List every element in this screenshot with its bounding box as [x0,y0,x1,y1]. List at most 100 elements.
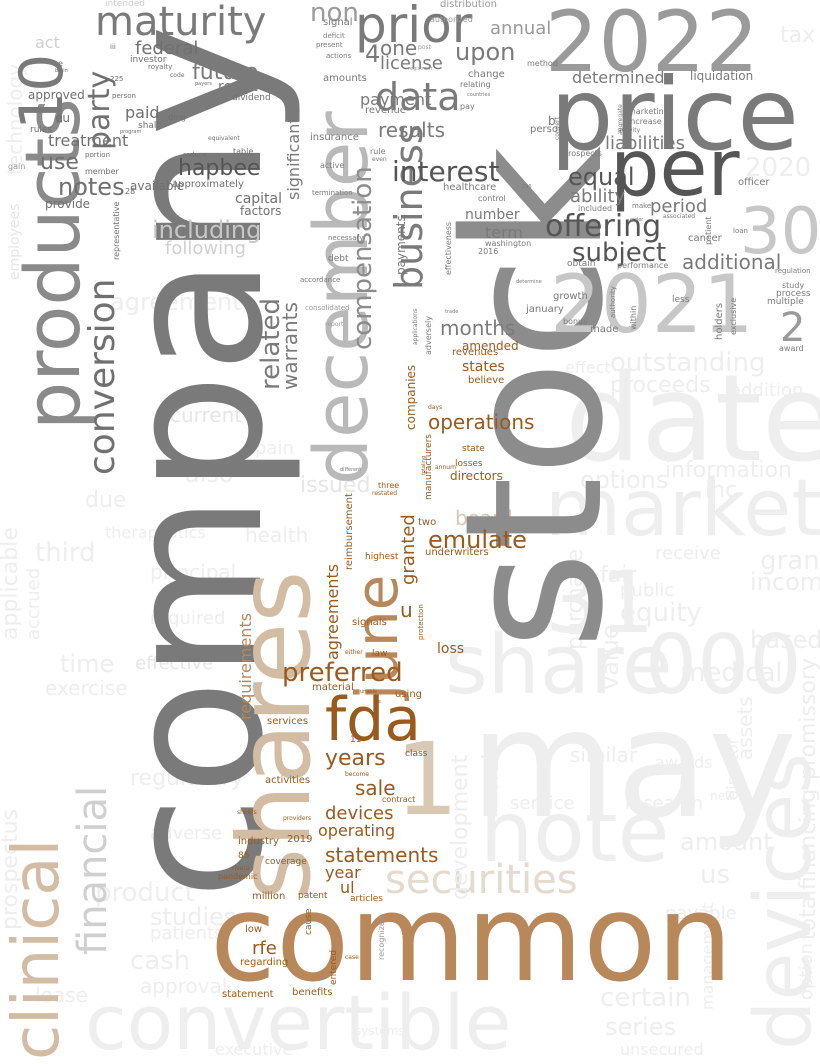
cloud-word: capital [235,191,283,207]
cloud-word: market [545,464,820,554]
cloud-word: price [550,56,799,173]
cloud-word: case [345,954,359,961]
cloud-word: preferred [282,658,403,688]
cloud-word: note [480,783,670,881]
cloud-word: common [210,870,733,1009]
cloud-word: investor [130,55,167,65]
cloud-word: authority [609,286,617,318]
cloud-word: payment [360,90,432,109]
cloud-word: emulate [428,526,527,554]
cloud-word: subject [572,238,667,268]
cloud-word: outstanding [610,348,766,378]
cloud-word: adverse [150,823,223,844]
cloud-word: treatment [48,131,129,150]
cloud-word: effectiveness [444,221,453,275]
cloud-word: associated [663,213,696,220]
cloud-word: equity [620,598,702,628]
cloud-word: data [375,75,461,119]
cloud-word: growth [553,291,588,302]
cloud-word: including [152,216,262,244]
cloud-word: contract [382,795,416,804]
cloud-word: study [782,281,805,290]
cloud-word: exercise [45,676,128,700]
cloud-word: systems [355,1024,405,1038]
cloud-word: regarding [240,957,289,968]
cloud-word: cancer [688,233,722,244]
cloud-word: industry [238,836,279,847]
cloud-word: board [455,506,513,530]
cloud-word: royalty [148,63,173,71]
cloud-word: report [325,321,344,328]
cloud-word: marketing [628,107,669,116]
cloud-word: become [345,771,370,778]
cloud-word: promissory [796,658,820,780]
cloud-word: medical [680,658,783,688]
cloud-word: restated [372,490,398,497]
cloud-word: aggregate [617,104,624,135]
cloud-word: research [625,793,703,814]
cloud-word: material [312,682,354,693]
cloud-word: make [632,202,652,210]
cloud-word: therapeutics [105,523,206,542]
cloud-word: required [150,608,226,629]
cloud-word: director [723,737,742,800]
cloud-word: code [170,72,185,79]
cloud-word: offering [545,209,662,244]
cloud-word: directors [450,469,503,483]
cloud-word: gain [8,162,26,171]
cloud-word: brain [55,68,68,74]
cloud-word: effective [135,653,214,674]
cloud-word: post [418,44,431,51]
cloud-word: effect [565,358,611,377]
cloud-word: holders [714,302,725,340]
cloud-word: within [629,305,638,330]
cloud-word: 31 [545,553,655,653]
cloud-word: service [510,793,575,814]
cloud-word: grant [760,546,820,576]
cloud-word: adversely [424,316,433,355]
cloud-word: sale [355,776,396,800]
cloud-word: inc [705,478,738,503]
cloud-word: pay [460,102,475,111]
cloud-word: necessary [328,234,364,242]
cloud-word: table [233,147,254,156]
cloud-word: prospects [563,149,602,158]
cloud-word: washington [485,239,532,248]
cloud-word: act [35,33,60,52]
cloud-word: factors [240,204,282,218]
cloud-word: intended [105,0,145,9]
cloud-word: u [400,598,413,622]
cloud-word: iii [110,43,116,51]
cloud-word: different [340,467,362,473]
cloud-word: fair [600,563,637,588]
cloud-word: current [170,403,243,427]
cloud-word: agreements [323,563,342,660]
cloud-word: receive [655,543,721,564]
cloud-word: state [462,444,485,454]
cloud-word: performance [617,261,669,270]
cloud-word: cash [130,946,191,976]
cloud-word: rules [30,125,53,135]
cloud-word: future [192,60,259,85]
cloud-word: 236 [522,184,532,190]
cloud-word: notes [58,173,125,201]
cloud-word: financial [70,785,116,955]
cloud-word: cause [304,908,314,935]
cloud-word: based [750,626,820,654]
cloud-word: benefits [292,987,333,998]
cloud-word: articles [350,894,383,904]
cloud-word: 4 [365,40,381,68]
cloud-word: information [665,458,792,483]
cloud-word: approved [28,88,85,102]
cloud-word: issued [300,473,371,498]
cloud-word: change [468,69,505,80]
cloud-word: annum [435,464,456,471]
cloud-word: period [650,196,708,217]
cloud-word: proceeds [610,373,711,398]
cloud-word: 11 [350,735,362,745]
cloud-word: options [580,466,669,494]
cloud-word: public [620,580,675,601]
cloud-word: active [320,161,345,170]
cloud-word: results [378,118,446,142]
